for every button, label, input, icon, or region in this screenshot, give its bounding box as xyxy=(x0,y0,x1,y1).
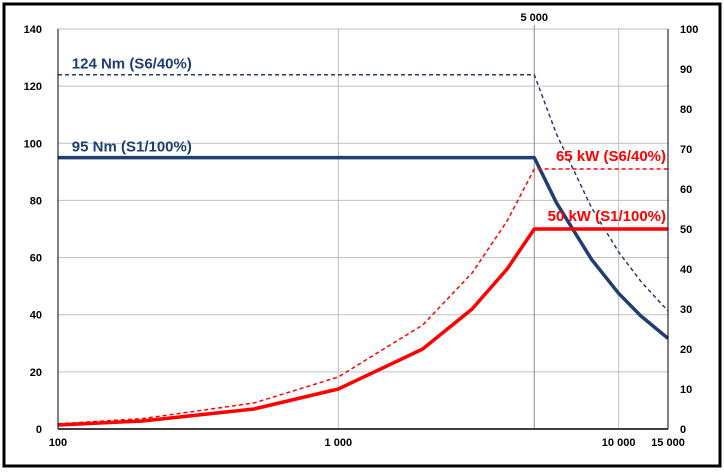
y-left-tick-label: 80 xyxy=(30,195,42,207)
series-65-kw-s6-40 xyxy=(57,168,668,425)
y-right-tick-label: 70 xyxy=(680,144,692,156)
annotation-50-kw-s1-100: 50 kW (S1/100%) xyxy=(548,208,666,225)
y-right-tick-label: 30 xyxy=(680,304,692,316)
y-right-tick-label: 100 xyxy=(680,24,698,36)
y-right-tick-label: 40 xyxy=(680,264,692,276)
frame-layer xyxy=(2,2,722,468)
y-left-tick-label: 20 xyxy=(30,367,42,379)
y-right-tick-label: 80 xyxy=(680,104,692,116)
series-layer xyxy=(57,73,670,427)
annotation-layer: 124 Nm (S6/40%) 95 Nm (S1/100%) 65 kW (S6/… xyxy=(72,56,666,225)
y-left-tick-label: 120 xyxy=(24,81,42,93)
annotation-124-nm-s6-40: 124 Nm (S6/40%) xyxy=(72,56,192,73)
series-124-nm-s6-40 xyxy=(58,73,669,312)
y-left-tick-label: 60 xyxy=(30,253,42,265)
top-tick-label: 5 000 xyxy=(520,12,548,24)
x-tick-label: 1 000 xyxy=(325,437,353,449)
series-95-nm-s1-100 xyxy=(58,155,670,340)
series-50-kw-s1-100 xyxy=(57,227,668,427)
annotation-95-nm-s1-100: 95 Nm (S1/100%) xyxy=(72,139,192,156)
y-left-tick-label: 0 xyxy=(36,424,42,436)
y-right-tick-label: 0 xyxy=(680,424,686,436)
y-left-tick-label: 140 xyxy=(24,24,42,36)
annotation-65-kw-s6-40: 65 kW (S6/40%) xyxy=(556,148,666,165)
y-right-tick-label: 60 xyxy=(680,184,692,196)
grid-layer xyxy=(57,25,669,429)
y-left-tick-label: 40 xyxy=(30,310,42,322)
y-right-tick-label: 90 xyxy=(680,64,692,76)
y-right-tick-label: 50 xyxy=(680,224,692,236)
y-right-tick-label: 10 xyxy=(680,384,692,396)
x-tick-label: 100 xyxy=(49,437,67,449)
x-tick-label: 15 000 xyxy=(651,437,685,449)
y-right-tick-label: 20 xyxy=(680,344,692,356)
x-tick-label: 10 000 xyxy=(602,437,636,449)
y-left-tick-label: 100 xyxy=(24,138,42,150)
outer-frame xyxy=(2,2,722,468)
